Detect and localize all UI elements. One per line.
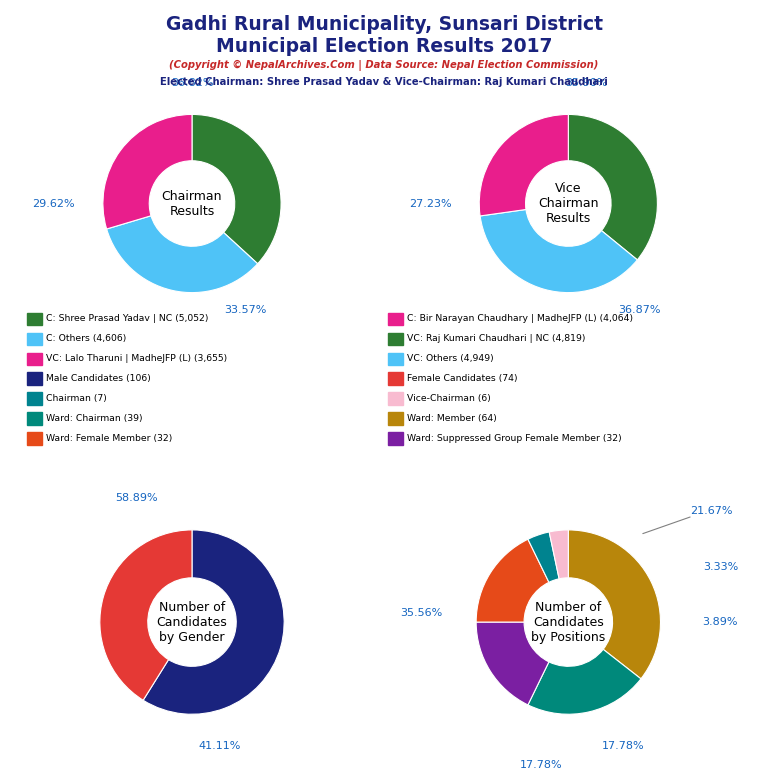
Text: Ward: Member (64): Ward: Member (64) (407, 414, 497, 423)
Text: VC: Others (4,949): VC: Others (4,949) (407, 354, 494, 363)
Text: Chairman
Results: Chairman Results (162, 190, 222, 217)
Text: 3.33%: 3.33% (703, 561, 738, 572)
Wedge shape (143, 530, 284, 714)
Wedge shape (192, 114, 281, 263)
Text: Vice-Chairman (6): Vice-Chairman (6) (407, 394, 491, 403)
Wedge shape (568, 530, 660, 679)
Text: VC: Raj Kumari Chaudhari | NC (4,819): VC: Raj Kumari Chaudhari | NC (4,819) (407, 334, 585, 343)
Wedge shape (528, 532, 559, 582)
Wedge shape (479, 114, 568, 216)
Text: 3.89%: 3.89% (703, 617, 738, 627)
Text: 35.56%: 35.56% (399, 607, 442, 618)
Text: C: Bir Narayan Chaudhary | MadheJFP (L) (4,064): C: Bir Narayan Chaudhary | MadheJFP (L) … (407, 314, 633, 323)
Wedge shape (100, 530, 192, 700)
Text: 33.57%: 33.57% (224, 306, 266, 316)
Wedge shape (549, 530, 568, 579)
Text: Municipal Election Results 2017: Municipal Election Results 2017 (216, 37, 552, 56)
Text: Ward: Chairman (39): Ward: Chairman (39) (46, 414, 143, 423)
Text: (Copyright © NepalArchives.Com | Data Source: Nepal Election Commission): (Copyright © NepalArchives.Com | Data So… (169, 60, 599, 71)
Text: Chairman (7): Chairman (7) (46, 394, 107, 403)
Text: 21.67%: 21.67% (690, 506, 733, 517)
Wedge shape (528, 649, 641, 714)
Text: Ward: Suppressed Group Female Member (32): Ward: Suppressed Group Female Member (32… (407, 434, 621, 443)
Text: 58.89%: 58.89% (115, 492, 158, 503)
Text: 29.62%: 29.62% (32, 198, 75, 209)
Text: C: Others (4,606): C: Others (4,606) (46, 334, 126, 343)
Text: Gadhi Rural Municipality, Sunsari District: Gadhi Rural Municipality, Sunsari Distri… (165, 15, 603, 35)
Wedge shape (476, 622, 549, 705)
Wedge shape (568, 114, 657, 260)
Wedge shape (107, 216, 257, 293)
Text: Vice
Chairman
Results: Vice Chairman Results (538, 182, 598, 225)
Text: 35.90%: 35.90% (565, 78, 607, 88)
Text: 17.78%: 17.78% (519, 760, 562, 768)
Wedge shape (103, 114, 192, 229)
Text: C: Shree Prasad Yadav | NC (5,052): C: Shree Prasad Yadav | NC (5,052) (46, 314, 208, 323)
Text: Female Candidates (74): Female Candidates (74) (407, 374, 518, 383)
Text: 36.87%: 36.87% (618, 306, 660, 316)
Text: 27.23%: 27.23% (409, 198, 452, 209)
Text: 17.78%: 17.78% (602, 741, 645, 752)
Text: Ward: Female Member (32): Ward: Female Member (32) (46, 434, 172, 443)
Wedge shape (480, 210, 637, 293)
Text: Number of
Candidates
by Gender: Number of Candidates by Gender (157, 601, 227, 644)
Text: VC: Lalo Tharuni | MadheJFP (L) (3,655): VC: Lalo Tharuni | MadheJFP (L) (3,655) (46, 354, 227, 363)
Text: Number of
Candidates
by Positions: Number of Candidates by Positions (531, 601, 605, 644)
Text: 41.11%: 41.11% (198, 741, 241, 752)
Wedge shape (476, 539, 549, 622)
Text: Male Candidates (106): Male Candidates (106) (46, 374, 151, 383)
Text: 36.82%: 36.82% (170, 78, 214, 88)
Text: Elected Chairman: Shree Prasad Yadav & Vice-Chairman: Raj Kumari Chaudhari: Elected Chairman: Shree Prasad Yadav & V… (160, 77, 608, 87)
